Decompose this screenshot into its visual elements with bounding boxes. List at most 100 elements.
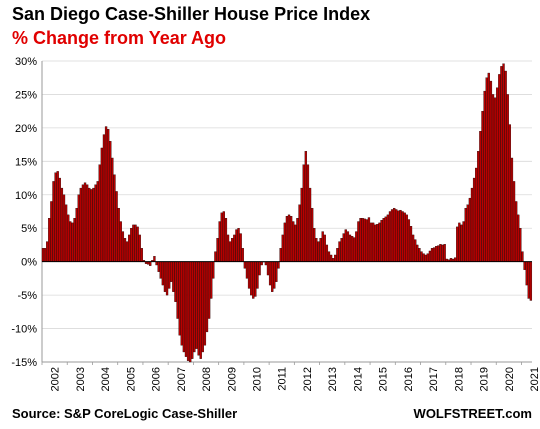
- bar: [100, 147, 104, 262]
- bar: [296, 218, 299, 262]
- bar: [134, 224, 137, 262]
- bar: [285, 216, 289, 262]
- bar: [165, 261, 169, 296]
- bar: [75, 207, 78, 262]
- bar: [214, 251, 217, 262]
- bar: [300, 187, 303, 262]
- bar: [344, 229, 347, 262]
- brand-mark: WOLFSTREET.com: [413, 406, 532, 421]
- bar: [117, 207, 120, 262]
- bar: [153, 256, 156, 262]
- bar: [378, 222, 381, 262]
- bar: [163, 261, 167, 292]
- bar: [439, 244, 442, 262]
- bar: [119, 221, 122, 262]
- bar: [88, 187, 91, 262]
- bar: [367, 217, 371, 262]
- x-tick-label: 2011: [277, 367, 289, 391]
- x-tick-label: 2012: [302, 367, 314, 391]
- x-tick-label: 2019: [479, 367, 491, 391]
- bar: [195, 261, 198, 349]
- bar: [277, 261, 280, 269]
- bar: [424, 254, 427, 262]
- bar: [365, 219, 368, 262]
- bar: [338, 241, 341, 262]
- bar: [233, 234, 236, 262]
- bar: [218, 221, 221, 262]
- bar: [422, 253, 425, 262]
- y-tick-label: -10%: [11, 324, 37, 336]
- bar: [321, 231, 324, 262]
- bar: [268, 261, 272, 286]
- bar: [481, 110, 484, 262]
- bar: [327, 251, 331, 262]
- bar: [199, 261, 202, 359]
- bar: [254, 261, 257, 297]
- bar: [224, 218, 228, 262]
- bar: [363, 218, 366, 262]
- y-tick-label: 20%: [15, 123, 37, 135]
- x-tick-label: 2006: [151, 367, 163, 391]
- bar: [283, 222, 286, 262]
- x-tick-label: 2015: [378, 367, 390, 391]
- bar: [388, 211, 392, 262]
- bar: [374, 224, 377, 262]
- bar: [260, 261, 263, 266]
- bar: [226, 234, 230, 262]
- bar: [302, 164, 305, 262]
- x-tick-label: 2020: [504, 367, 516, 391]
- bar: [245, 261, 249, 279]
- bar: [241, 248, 244, 262]
- bar: [517, 214, 520, 262]
- bar: [493, 97, 497, 262]
- bar: [168, 261, 171, 289]
- bar: [510, 157, 514, 262]
- bar: [470, 187, 474, 262]
- bar: [43, 248, 47, 262]
- bar: [203, 261, 207, 346]
- bar: [315, 238, 318, 262]
- x-tick-label: 2014: [352, 367, 364, 391]
- bar: [529, 261, 533, 301]
- bar: [271, 261, 274, 292]
- bar: [281, 234, 284, 262]
- bar: [498, 74, 501, 262]
- bar: [466, 204, 469, 262]
- bar: [235, 229, 238, 262]
- bar: [123, 238, 127, 262]
- bar: [231, 238, 234, 262]
- bar: [317, 241, 320, 262]
- bar: [399, 209, 402, 262]
- bar: [504, 70, 507, 262]
- bar: [332, 258, 335, 262]
- x-tick-label: 2018: [453, 367, 465, 391]
- bar: [90, 189, 93, 262]
- bar: [81, 184, 85, 262]
- bar: [435, 246, 438, 262]
- bar: [304, 151, 308, 262]
- bar: [182, 261, 186, 353]
- bar: [264, 261, 268, 266]
- y-tick-label: 30%: [15, 56, 37, 68]
- bar: [128, 234, 131, 262]
- x-tick-label: 2003: [75, 367, 87, 391]
- x-tick-label: 2013: [327, 367, 339, 391]
- bar: [369, 222, 373, 262]
- bar: [397, 210, 400, 262]
- bar: [113, 174, 116, 262]
- bar: [357, 221, 360, 262]
- bar: [216, 238, 219, 262]
- bar: [359, 218, 362, 262]
- bar: [414, 239, 417, 262]
- bar: [52, 181, 55, 262]
- bar: [138, 234, 141, 262]
- bar: [170, 261, 173, 282]
- bar: [294, 224, 297, 262]
- bar: [512, 181, 516, 262]
- bar: [313, 228, 316, 262]
- x-tick-label: 2005: [125, 367, 137, 391]
- bar: [475, 167, 478, 262]
- bar: [79, 187, 82, 262]
- bar: [115, 191, 118, 262]
- bar: [71, 222, 74, 262]
